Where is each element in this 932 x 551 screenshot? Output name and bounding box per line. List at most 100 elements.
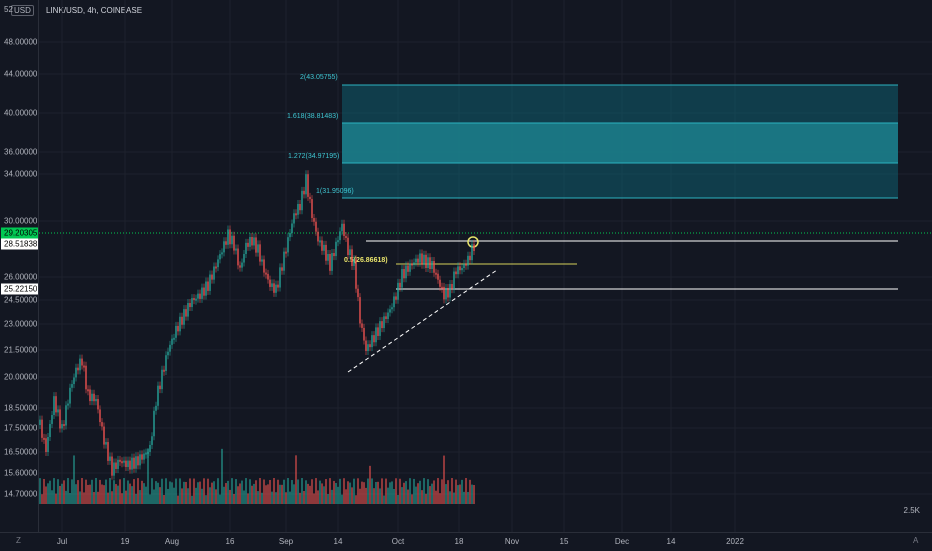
volume-bar <box>283 479 285 504</box>
volume-bar <box>273 478 275 504</box>
volume-bar <box>115 484 117 504</box>
candle <box>73 377 75 385</box>
candle <box>239 265 241 268</box>
candle <box>431 260 433 270</box>
volume-bar <box>51 490 53 504</box>
volume-bar <box>317 490 319 504</box>
candle <box>279 267 281 288</box>
candle <box>329 254 331 271</box>
price-chart[interactable]: 2(43.05755) 1.618(38.81483) 1.272(34.97195… <box>39 0 932 532</box>
volume-bar <box>117 485 119 504</box>
candle <box>185 309 187 317</box>
candle <box>461 268 463 271</box>
volume-bar <box>343 478 345 504</box>
volume-bar <box>433 480 435 504</box>
volume-bar <box>201 488 203 504</box>
time-tick-label: Nov <box>504 537 520 546</box>
candle <box>61 424 63 429</box>
volume-bar <box>55 493 57 504</box>
candle <box>167 351 169 356</box>
candle <box>173 337 175 340</box>
zoom-toggle-button[interactable]: Z <box>16 536 21 545</box>
volume-bar <box>167 488 169 504</box>
candle <box>139 454 141 466</box>
volume-bar <box>53 478 55 504</box>
candle <box>217 259 219 268</box>
candle <box>265 272 267 275</box>
candle <box>351 249 353 266</box>
volume-bar <box>39 478 41 504</box>
auto-scale-button[interactable]: A <box>913 536 919 545</box>
candle <box>157 385 159 406</box>
candle <box>233 235 235 251</box>
volume-bar <box>453 492 455 504</box>
candle <box>91 393 93 402</box>
candle <box>419 253 421 263</box>
candle <box>41 419 43 438</box>
volume-bar <box>321 483 323 504</box>
time-tick-label: 19 <box>120 537 130 546</box>
candle <box>291 223 293 234</box>
fib-extension-band-1618 <box>342 123 898 163</box>
volume-bar <box>473 485 475 504</box>
volume-bar <box>175 478 177 504</box>
volume-bar <box>389 482 391 504</box>
volume-bar <box>183 481 185 504</box>
volume-bar <box>179 478 181 504</box>
candle <box>145 452 147 455</box>
fib-level-label: 1.272(34.97195) <box>288 153 339 160</box>
candle <box>221 252 223 255</box>
candle <box>307 174 309 197</box>
volume-bar <box>471 484 473 504</box>
candle <box>353 259 355 266</box>
ascending-trendline <box>347 269 498 373</box>
candle <box>429 257 431 270</box>
price-tick-label: 36.00000 <box>4 147 38 157</box>
time-axis[interactable]: Jul 19 Aug 16 Sep 14 Oct 18 Nov 15 Dec 14 2022 <box>0 532 932 551</box>
price-tick-label: 20.00000 <box>4 372 38 382</box>
volume-bar <box>75 484 77 504</box>
candle <box>443 286 445 300</box>
volume-bar <box>337 486 339 504</box>
volume-bar <box>235 479 237 504</box>
volume-bar <box>141 480 143 504</box>
candle <box>403 269 405 279</box>
volume-bar <box>265 485 267 504</box>
volume-bar <box>395 478 397 504</box>
candle <box>121 461 123 464</box>
volume-bar <box>287 478 289 504</box>
currency-badge[interactable]: USD <box>11 5 34 16</box>
candle <box>317 231 319 242</box>
candle <box>453 271 455 290</box>
volume-bar <box>423 478 425 504</box>
candle <box>159 385 161 390</box>
volume-bar <box>279 484 281 504</box>
candle <box>175 325 177 338</box>
volume-bar <box>297 479 299 504</box>
fib-level-label: 1(31.95096) <box>316 188 354 195</box>
volume-bar <box>157 482 159 504</box>
candle <box>341 223 343 232</box>
volume-bar <box>269 479 271 504</box>
candle <box>83 365 85 368</box>
volume-bar <box>61 483 63 504</box>
chart-plot-area[interactable]: 2(43.05755) 1.618(38.81483) 1.272(34.97195… <box>39 0 932 532</box>
volume-bar <box>67 478 69 504</box>
volume-bar <box>381 478 383 504</box>
candle <box>299 204 301 211</box>
volume-bar <box>319 480 321 504</box>
candle <box>57 409 59 413</box>
volume-bar <box>165 478 167 504</box>
volume-bar <box>153 489 155 504</box>
volume-bar <box>43 478 45 504</box>
volume-bar <box>219 494 221 504</box>
volume-bar <box>113 480 115 504</box>
price-axis[interactable]: 48.00000 44.00000 40.00000 36.00000 34.00000… <box>0 0 39 532</box>
volume-bar <box>69 492 71 504</box>
candle <box>447 288 449 298</box>
candle <box>143 453 145 460</box>
volume-bar <box>463 491 465 504</box>
candle <box>397 282 399 300</box>
candle <box>93 393 95 402</box>
volume-bar <box>275 492 277 504</box>
